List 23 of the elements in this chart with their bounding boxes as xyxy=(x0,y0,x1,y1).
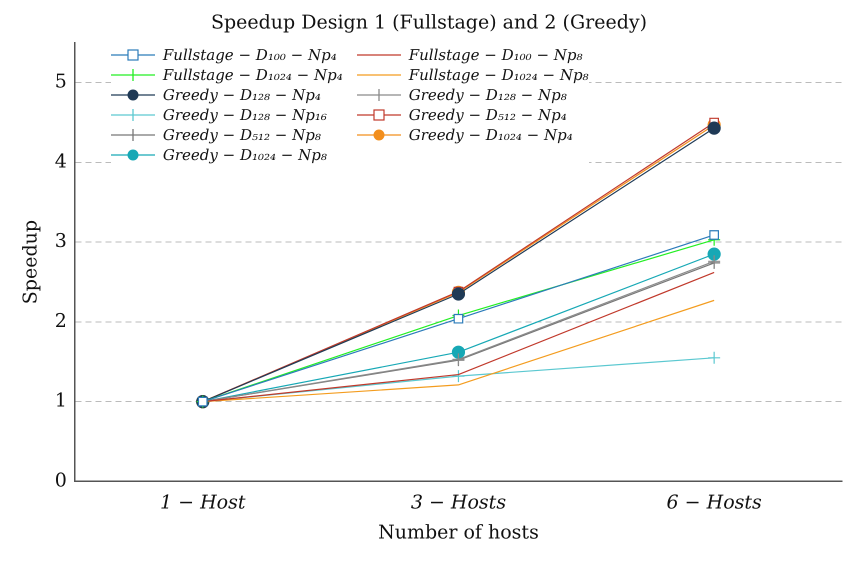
y-tick-label: 4 xyxy=(54,150,67,172)
legend-label: Fullstage − D₁₀₀ − Np₄ xyxy=(162,44,337,65)
legend-label: Greedy − D₅₁₂ − Np₈ xyxy=(162,124,321,145)
legend-label: Fullstage − D₁₀₂₄ − Np₄ xyxy=(162,64,343,85)
x-axis-title: Number of hosts xyxy=(378,522,539,544)
legend-label: Greedy − D₁₂₈ − Np₁₆ xyxy=(162,104,327,125)
legend-label: Fullstage − D₁₀₀ − Np₈ xyxy=(408,44,583,65)
x-tick-label: 1 − Host xyxy=(160,492,246,514)
x-tick-label: 3 − Hosts xyxy=(410,492,506,514)
x-tick-label: 6 − Hosts xyxy=(666,492,762,514)
y-tick-label: 1 xyxy=(54,390,67,412)
legend-label: Greedy − D₁₂₈ − Np₄ xyxy=(162,84,321,105)
legend-label: Fullstage − D₁₀₂₄ − Np₈ xyxy=(408,64,589,85)
legend-label: Greedy − D₅₁₂ − Np₄ xyxy=(408,104,567,125)
y-axis-title: Speedup xyxy=(19,220,42,304)
legend-label: Greedy − D₁₀₂₄ − Np₄ xyxy=(408,124,573,145)
y-tick-label: 0 xyxy=(54,469,67,492)
y-tick-label: 2 xyxy=(54,310,67,332)
legend-label: Greedy − D₁₀₂₄ − Np₈ xyxy=(162,144,327,165)
y-tick-label: 3 xyxy=(54,230,67,252)
chart-title: Speedup Design 1 (Fullstage) and 2 (Greedy) xyxy=(210,11,648,34)
legend-label: Greedy − D₁₂₈ − Np₈ xyxy=(408,84,567,105)
y-tick-label: 5 xyxy=(54,70,67,93)
